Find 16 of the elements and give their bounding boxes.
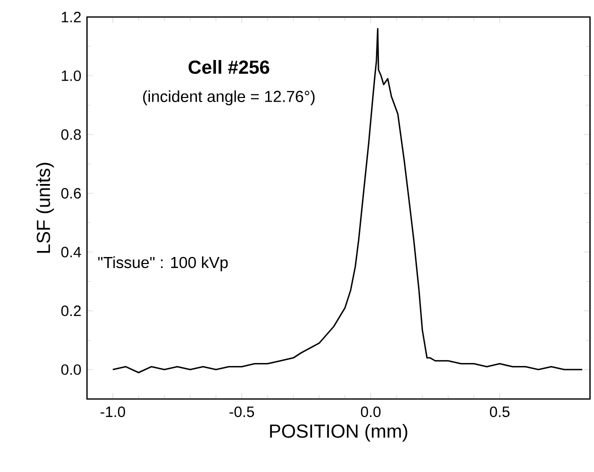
x-tick-label: 0.0	[360, 406, 381, 418]
y-tick-label: 0.2	[61, 306, 81, 316]
y-tick-label: 0.6	[61, 188, 81, 199]
y-tick-label: 1.2	[62, 12, 81, 22]
annotation: "Tissue" : 100 kVp	[98, 256, 228, 272]
annotation: (incident angle = 12.76°)	[143, 90, 315, 106]
y-tick-label: 0.4	[61, 246, 82, 258]
y-tick-label: 0.0	[61, 364, 81, 375]
x-tick-label: 0.5	[490, 406, 510, 418]
y-tick-label: 0.8	[61, 129, 81, 140]
annotation: Cell #256	[188, 60, 270, 74]
x-tick-label: -0.5	[230, 406, 254, 418]
x-tick-label: -1.0	[100, 406, 126, 418]
y-axis-title: LSF (units)	[36, 162, 54, 253]
x-axis-title: POSITION (mm)	[270, 424, 408, 442]
y-tick-label: 1.0	[62, 70, 81, 82]
